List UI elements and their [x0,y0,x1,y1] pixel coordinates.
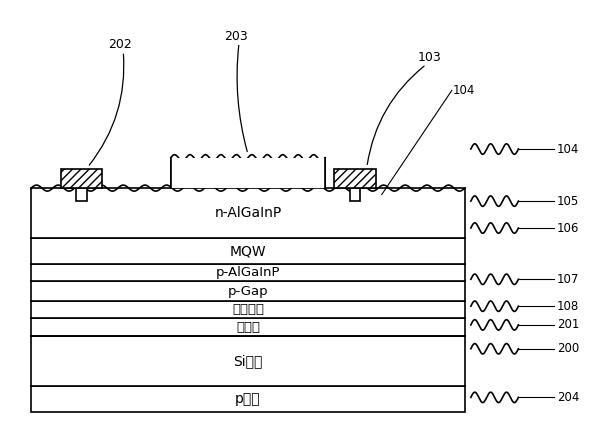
Text: n-AlGaInP: n-AlGaInP [214,206,282,220]
Bar [31,188,465,238]
Text: 106: 106 [557,222,579,235]
Bar [334,169,376,188]
Text: 反射镜层: 反射镜层 [232,303,264,316]
Text: 104: 104 [453,84,475,97]
Bar [350,188,361,201]
Text: 粘结层: 粘结层 [236,321,260,333]
Text: 200: 200 [557,342,579,355]
Text: p-Gap: p-Gap [227,285,268,298]
Text: p-AlGaInP: p-AlGaInP [216,266,280,279]
Bar [76,188,87,201]
Text: Si衬底: Si衬底 [233,354,263,368]
Bar [31,336,465,386]
Text: 201: 201 [557,319,579,331]
Text: 105: 105 [557,194,579,208]
Bar [61,169,103,188]
Text: p电极: p电极 [235,392,261,406]
Bar [31,238,465,264]
Text: 204: 204 [557,391,579,404]
Text: 202: 202 [109,38,132,51]
Bar [31,301,465,319]
Text: 103: 103 [417,51,441,64]
Bar [171,158,325,188]
Text: 108: 108 [557,300,579,313]
Text: 203: 203 [224,30,248,43]
Bar [31,319,465,336]
Text: 104: 104 [557,142,579,156]
Bar [31,281,465,301]
Text: 107: 107 [557,273,579,286]
Bar [31,264,465,281]
Text: MQW: MQW [230,244,266,258]
Bar [31,386,465,412]
